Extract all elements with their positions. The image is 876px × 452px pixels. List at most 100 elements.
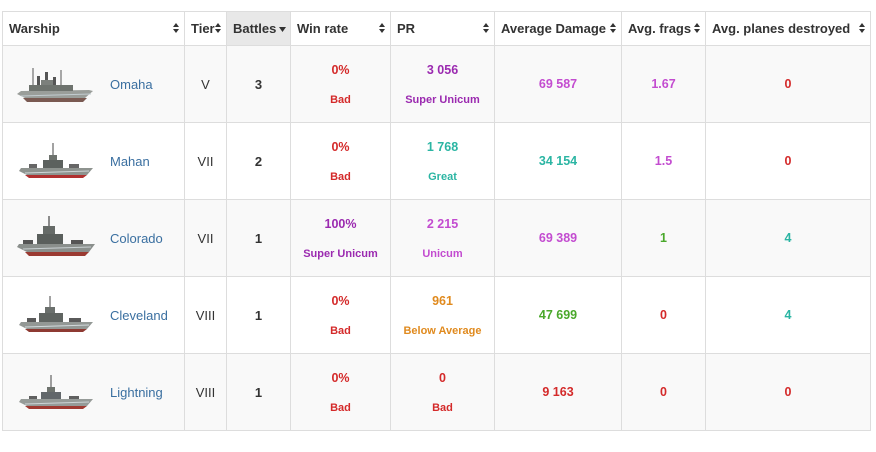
- column-header-tier[interactable]: Tier: [184, 11, 227, 46]
- cell-avg-frags: 0: [621, 276, 706, 354]
- column-header-avg-planes-destroyed[interactable]: Avg. planes destroyed: [705, 11, 871, 46]
- pr-rating: Great: [428, 170, 457, 183]
- sort-icon: [173, 22, 179, 34]
- pr-stack: 1 768 Great: [391, 123, 494, 199]
- column-header-label: Avg. planes destroyed: [712, 21, 851, 36]
- cell-win-rate: 0% Bad: [290, 45, 391, 123]
- cell-pr: 3 056 Super Unicum: [390, 45, 495, 123]
- ship-name-link[interactable]: Mahan: [110, 153, 150, 169]
- win-rate-stack: 0% Bad: [291, 277, 390, 353]
- column-header-avg-frags[interactable]: Avg. frags: [621, 11, 706, 46]
- sort-icon: [215, 22, 221, 34]
- table-row: Colorado VII 1 100% Super Unicum 2 215 Unicum 6…: [2, 199, 871, 277]
- column-header-label: Average Damage: [501, 21, 607, 36]
- cell-average-damage: 69 587: [494, 45, 622, 123]
- cell-average-damage: 47 699: [494, 276, 622, 354]
- cell-tier: V: [184, 45, 227, 123]
- cell-battles: 2: [226, 122, 291, 200]
- cell-battles: 1: [226, 353, 291, 431]
- win-rate-stack: 100% Super Unicum: [291, 200, 390, 276]
- column-header-label: Avg. frags: [628, 21, 692, 36]
- win-rate-stack: 0% Bad: [291, 46, 390, 122]
- sort-descending-icon: [279, 27, 286, 39]
- column-header-pr[interactable]: PR: [390, 11, 495, 46]
- cell-warship: Colorado: [2, 199, 185, 277]
- column-header-average-damage[interactable]: Average Damage: [494, 11, 622, 46]
- sort-icon: [610, 22, 616, 34]
- sort-icon: [379, 22, 385, 34]
- table-row: Omaha V 3 0% Bad 3 056 Super Unicum 69 587 1.67 0: [2, 45, 871, 123]
- cell-average-damage: 9 163: [494, 353, 622, 431]
- win-rate-rating: Bad: [330, 401, 351, 414]
- win-rate-rating: Super Unicum: [303, 247, 378, 260]
- pr-rating: Super Unicum: [405, 93, 480, 106]
- cell-tier: VIII: [184, 276, 227, 354]
- pr-stack: 3 056 Super Unicum: [391, 46, 494, 122]
- table-row: Lightning VIII 1 0% Bad 0 Bad 9 163 0 0: [2, 353, 871, 431]
- win-rate-stack: 0% Bad: [291, 123, 390, 199]
- pr-value: 1 768: [426, 139, 459, 154]
- cell-win-rate: 0% Bad: [290, 122, 391, 200]
- table-row: Cleveland VIII 1 0% Bad 961 Below Average 47 69…: [2, 276, 871, 354]
- ship-image: [15, 58, 95, 110]
- ship-image: [15, 289, 95, 341]
- ship-name-link[interactable]: Omaha: [110, 76, 153, 92]
- cell-win-rate: 100% Super Unicum: [290, 199, 391, 277]
- win-rate-value: 0%: [331, 62, 350, 77]
- pr-stack: 0 Bad: [391, 354, 494, 430]
- cell-avg-planes-destroyed: 4: [705, 276, 871, 354]
- win-rate-value: 100%: [324, 216, 357, 231]
- cell-win-rate: 0% Bad: [290, 353, 391, 431]
- cell-tier: VIII: [184, 353, 227, 431]
- sort-icon: [483, 22, 489, 34]
- sort-icon: [859, 22, 865, 34]
- cell-avg-planes-destroyed: 0: [705, 45, 871, 123]
- cell-win-rate: 0% Bad: [290, 276, 391, 354]
- ship-image: [15, 366, 95, 418]
- warship-cell-content: Omaha: [3, 46, 184, 122]
- column-header-win-rate[interactable]: Win rate: [290, 11, 391, 46]
- cell-warship: Cleveland: [2, 276, 185, 354]
- pr-rating: Unicum: [422, 247, 463, 260]
- cell-battles: 1: [226, 276, 291, 354]
- sort-icon: [694, 22, 700, 34]
- cell-tier: VII: [184, 122, 227, 200]
- cell-average-damage: 69 389: [494, 199, 622, 277]
- ship-name-link[interactable]: Colorado: [110, 230, 163, 246]
- cell-warship: Omaha: [2, 45, 185, 123]
- table-row: Mahan VII 2 0% Bad 1 768 Great 34 154 1.5 0: [2, 122, 871, 200]
- cell-avg-frags: 1: [621, 199, 706, 277]
- column-header-label: Warship: [9, 21, 60, 36]
- pr-rating: Below Average: [403, 324, 482, 337]
- column-header-warship[interactable]: Warship: [2, 11, 185, 46]
- win-rate-rating: Bad: [330, 324, 351, 337]
- pr-stack: 961 Below Average: [391, 277, 494, 353]
- warship-cell-content: Cleveland: [3, 277, 184, 353]
- warship-cell-content: Lightning: [3, 354, 184, 430]
- win-rate-rating: Bad: [330, 170, 351, 183]
- pr-value: 961: [432, 293, 453, 308]
- cell-tier: VII: [184, 199, 227, 277]
- cell-avg-planes-destroyed: 0: [705, 122, 871, 200]
- cell-avg-planes-destroyed: 4: [705, 199, 871, 277]
- pr-value: 2 215: [426, 216, 459, 231]
- pr-value: 0: [439, 370, 446, 385]
- win-rate-stack: 0% Bad: [291, 354, 390, 430]
- cell-avg-frags: 1.67: [621, 45, 706, 123]
- ship-name-link[interactable]: Lightning: [110, 384, 163, 400]
- win-rate-rating: Bad: [330, 93, 351, 106]
- cell-battles: 3: [226, 45, 291, 123]
- ship-name-link[interactable]: Cleveland: [110, 307, 168, 323]
- cell-pr: 2 215 Unicum: [390, 199, 495, 277]
- ship-image: [15, 212, 95, 264]
- warship-cell-content: Colorado: [3, 200, 184, 276]
- cell-battles: 1: [226, 199, 291, 277]
- cell-avg-frags: 0: [621, 353, 706, 431]
- cell-pr: 1 768 Great: [390, 122, 495, 200]
- column-header-battles[interactable]: Battles: [226, 11, 291, 46]
- cell-pr: 961 Below Average: [390, 276, 495, 354]
- cell-avg-frags: 1.5: [621, 122, 706, 200]
- cell-avg-planes-destroyed: 0: [705, 353, 871, 431]
- column-header-label: Tier: [191, 21, 215, 36]
- win-rate-value: 0%: [331, 370, 350, 385]
